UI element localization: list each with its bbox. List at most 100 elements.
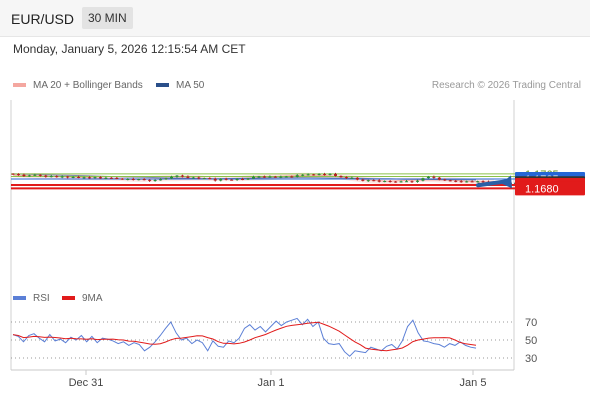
candle-body [459, 181, 463, 183]
candle-body [71, 176, 75, 178]
candle-body [137, 179, 141, 181]
candle-body [126, 179, 130, 180]
candle-body [328, 173, 332, 175]
candle-body [27, 175, 31, 177]
candle-body [120, 178, 124, 180]
candle-body [11, 173, 15, 175]
legend-ma50: MA 50 [156, 80, 204, 91]
candle-body [213, 178, 217, 181]
chart-header: EUR/USD 30 MIN [0, 0, 590, 37]
candle-body [191, 177, 195, 179]
candle-body [148, 179, 152, 181]
candle-body [470, 181, 474, 183]
candle-body [115, 177, 119, 179]
candle-body [219, 178, 223, 181]
ma50-legend-text: MA 50 [176, 80, 205, 91]
candle-body [410, 181, 414, 183]
candle-body [142, 179, 146, 181]
candle-body [388, 181, 392, 183]
candle-body [224, 178, 228, 180]
rsi-line [12, 317, 477, 357]
candle-body [257, 176, 261, 178]
x-axis-label: Dec 31 [69, 377, 104, 389]
candle-body [246, 178, 250, 180]
candle-body [306, 174, 310, 176]
candle-body [344, 177, 348, 179]
candle-body [415, 180, 419, 182]
bollinger-swatch [13, 83, 26, 88]
rsi-ma-line [12, 321, 477, 352]
rsi-legend-text: RSI [33, 293, 50, 304]
candle-body [268, 176, 272, 178]
candle-body [317, 174, 321, 176]
candle-body [175, 175, 179, 177]
symbol-label: EUR/USD [11, 11, 75, 27]
candle-body [186, 176, 190, 178]
candle-body [33, 174, 37, 176]
candle-body [16, 174, 20, 176]
candle-body [49, 176, 53, 178]
forecast-arrow-shaft [476, 179, 508, 188]
candle-body [465, 181, 469, 183]
candle-body [55, 176, 59, 178]
candle-body [38, 174, 42, 176]
legend-rsi: RSI [13, 293, 50, 304]
candle-body [60, 176, 64, 178]
rsi-ma-legend-text: 9MA [82, 293, 103, 304]
legend-bollinger: MA 20 + Bollinger Bands [13, 80, 143, 91]
candle-body [339, 175, 343, 178]
candle-body [383, 181, 387, 183]
rsi-swatch [13, 296, 26, 301]
candle-body [153, 180, 157, 182]
candle-body [241, 179, 245, 180]
candle-body [366, 180, 370, 182]
candle-body [180, 175, 184, 177]
price-level-badge [515, 181, 585, 196]
bollinger-legend-text: MA 20 + Bollinger Bands [33, 80, 143, 91]
candle-body [109, 177, 113, 179]
candle-body [437, 177, 441, 180]
candle-body [443, 179, 447, 181]
candle-body [202, 178, 206, 180]
datetime-label: Monday, January 5, 2026 12:15:54 AM CET [13, 42, 246, 56]
candle-body [159, 179, 163, 181]
forecast-arrow-head [501, 175, 512, 189]
candle-body [252, 176, 255, 179]
candle-body [273, 176, 277, 178]
candle-body [476, 181, 480, 183]
candle-body [170, 176, 174, 179]
candle-body [377, 180, 381, 182]
timeframe-button[interactable]: 30 MIN [82, 7, 133, 29]
rsi-axis-label: 30 [525, 353, 537, 365]
candle-body [312, 174, 316, 176]
candle-body [295, 175, 299, 177]
candle-body [454, 180, 458, 182]
candle-body [333, 173, 337, 176]
price-level-label: 1.1680 [525, 183, 559, 195]
candle-body [197, 177, 201, 179]
candle-body [284, 176, 288, 178]
candle-body [262, 176, 266, 178]
candle-body [426, 176, 430, 179]
candle-body [355, 177, 359, 180]
candle-body [131, 179, 135, 180]
candle-body [301, 174, 305, 176]
ma50-swatch [156, 83, 169, 88]
candle-body [208, 178, 212, 180]
candle-body [82, 177, 86, 179]
candle-body [77, 176, 81, 178]
candle-body [405, 181, 409, 183]
rsi-ma-swatch [62, 296, 75, 301]
candle-body [421, 178, 425, 181]
candle-body [481, 181, 485, 183]
candle-body [164, 178, 168, 180]
rsi-axis-label: 50 [525, 335, 537, 347]
candle-body [361, 179, 365, 181]
candle-body [432, 176, 436, 178]
candle-body [44, 175, 48, 177]
rsi-axis-label: 70 [525, 317, 537, 329]
legend-rsi-ma: 9MA [62, 293, 103, 304]
candle-body [235, 179, 239, 180]
candle-body [279, 176, 283, 178]
candle-body [448, 180, 452, 182]
